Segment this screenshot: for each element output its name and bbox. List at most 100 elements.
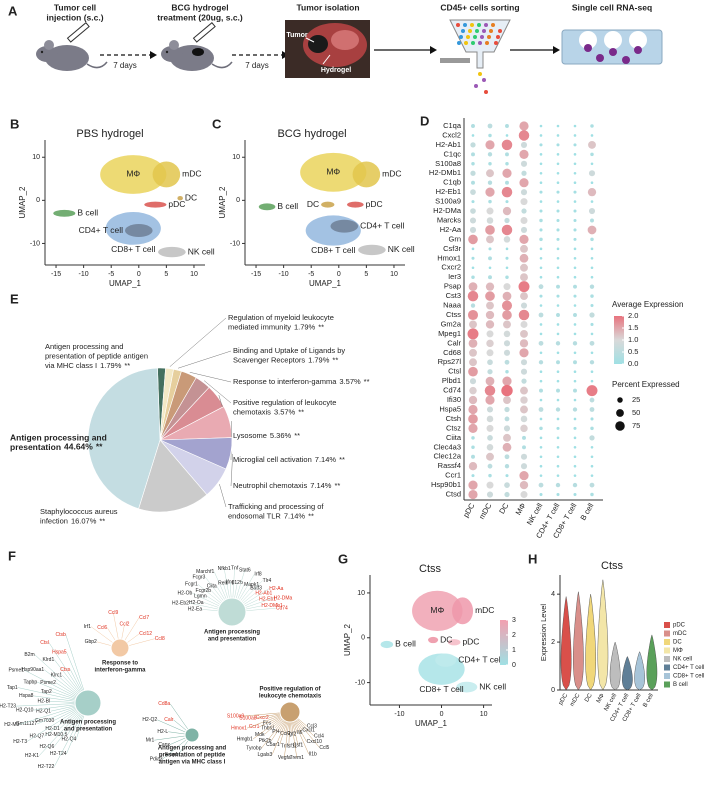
expression-dot xyxy=(471,180,475,185)
photo-label: Hydrogel xyxy=(321,67,351,74)
legend-label: DC xyxy=(673,640,682,646)
expression-dot xyxy=(486,169,494,178)
expression-dot xyxy=(590,266,594,270)
expression-dot xyxy=(539,417,543,421)
cluster-label: NK cell xyxy=(388,244,415,254)
expression-dot xyxy=(488,256,492,261)
expression-dot xyxy=(539,294,543,298)
expression-dot xyxy=(590,474,594,477)
mouse-ear xyxy=(169,40,179,50)
cluster-label: CD4+ T cell xyxy=(458,654,502,664)
expression-dot xyxy=(471,162,475,166)
cell-cluster xyxy=(53,209,76,217)
gene-label: H2-Q10 xyxy=(16,707,34,713)
gene-label: Il12b xyxy=(232,580,243,586)
expression-dot xyxy=(538,340,544,346)
expression-dot xyxy=(556,200,560,203)
expression-dot xyxy=(504,464,510,469)
cluster-label: CD8+ T cell xyxy=(111,244,155,254)
cell-dot xyxy=(478,72,482,76)
expression-dot xyxy=(520,396,528,404)
leader-line xyxy=(189,372,232,383)
cluster-label: MΦ xyxy=(430,605,444,615)
expression-dot xyxy=(520,263,528,272)
expression-dot xyxy=(590,294,594,298)
slice-significance: ** xyxy=(294,431,300,440)
expression-dot xyxy=(501,384,513,397)
expression-dot xyxy=(502,168,512,178)
gene-label: Clec12a xyxy=(433,452,461,461)
leader-line xyxy=(230,453,233,487)
expression-dot xyxy=(539,190,543,194)
expression-dot xyxy=(485,282,495,291)
expression-dot xyxy=(573,388,577,393)
expression-dot xyxy=(519,178,529,188)
expression-dot xyxy=(590,417,594,421)
expression-dot xyxy=(504,359,510,365)
expression-dot xyxy=(486,491,494,498)
gene-label: Il1b xyxy=(309,751,317,757)
cluster-label: pDC xyxy=(168,199,185,209)
gene-label: H2-Aa xyxy=(440,225,462,234)
slice-label: mediated immunity 1.79% ** xyxy=(228,322,324,331)
cell-dot xyxy=(478,41,482,45)
slice-label: Staphylococcus aureus xyxy=(40,507,118,516)
gene-label: H2-Ea xyxy=(188,607,202,613)
cell-dot xyxy=(457,41,461,45)
slice-label: Positive regulation of leukocyte xyxy=(233,398,336,407)
step-label: CD45+ cells sorting xyxy=(440,2,519,12)
expression-dot xyxy=(590,162,594,166)
expression-dot xyxy=(556,370,560,374)
expression-dot xyxy=(589,340,595,346)
gene-label: H2-L xyxy=(157,729,168,735)
expression-dot xyxy=(573,190,577,194)
expression-dot xyxy=(556,455,560,459)
expression-dot xyxy=(539,181,543,184)
expression-dot xyxy=(590,492,594,497)
expression-dot xyxy=(555,407,561,412)
violin xyxy=(560,596,572,691)
x-tick-label: 5 xyxy=(364,271,368,278)
chip-well xyxy=(579,31,597,49)
expression-dot xyxy=(471,445,475,450)
gene-label: Hmox1 xyxy=(437,253,461,262)
expression-dot xyxy=(467,309,479,321)
expression-dot xyxy=(573,323,577,326)
expression-dot xyxy=(467,328,479,340)
expression-dot xyxy=(589,312,595,318)
gene-label: Ccr1 xyxy=(249,724,260,730)
mouse-head xyxy=(161,46,183,62)
expression-dot xyxy=(505,369,509,374)
expression-dot xyxy=(487,463,493,469)
expression-dot xyxy=(572,482,578,488)
expression-dot xyxy=(502,442,512,452)
expression-dot xyxy=(518,130,530,141)
expression-dot xyxy=(521,378,527,384)
x-tick-label: 0 xyxy=(137,271,141,278)
gene-label: Ifng xyxy=(226,579,235,585)
slice-label: Antigen processing and xyxy=(10,432,107,442)
gene-label: H2-D1 xyxy=(45,726,60,732)
expression-dot xyxy=(539,388,543,393)
panel-label: H xyxy=(528,551,537,566)
expression-dot xyxy=(501,186,513,198)
slice-significance: ** xyxy=(334,481,340,490)
expression-dot xyxy=(504,482,510,488)
x-tick-label: 10 xyxy=(190,271,198,278)
gene-label: H2-Ab1 xyxy=(436,140,461,149)
expression-dot xyxy=(519,480,529,490)
expression-dot xyxy=(469,348,477,357)
expression-dot xyxy=(488,275,492,280)
expression-dot xyxy=(520,424,528,433)
cluster-label: NK cell xyxy=(479,681,506,691)
expression-dot xyxy=(556,493,560,497)
expression-dot xyxy=(539,237,543,242)
gene-label: B2m xyxy=(24,652,34,658)
x-tick-label: -5 xyxy=(308,271,314,278)
legend-label: mDC xyxy=(673,631,687,637)
slice-value: 1.79% xyxy=(100,361,122,370)
slice-value: 7.14% xyxy=(310,481,332,490)
expression-dot xyxy=(502,376,512,386)
expression-dot xyxy=(520,198,528,206)
panel-label: B xyxy=(10,116,19,131)
